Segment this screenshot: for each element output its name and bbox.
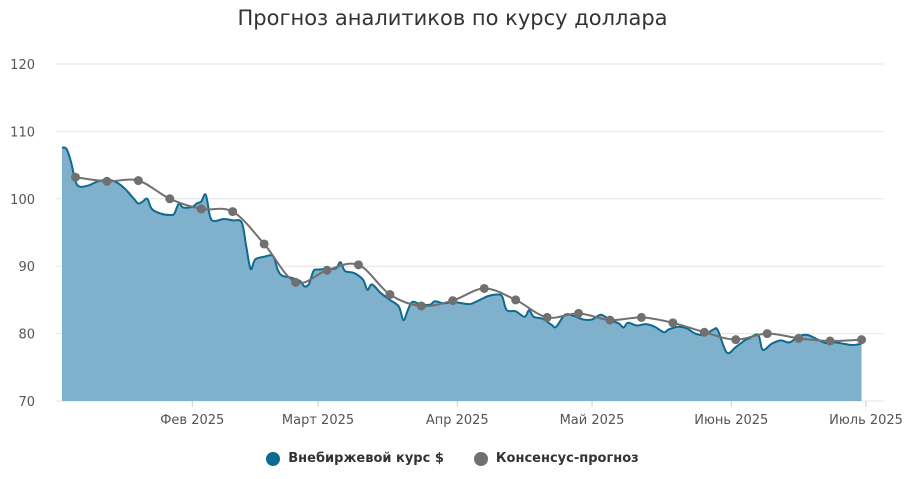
point-series-1[interactable] [511, 295, 521, 305]
y-tick-label: 120 [10, 58, 35, 73]
y-tick-label: 90 [18, 260, 35, 275]
point-series-1[interactable] [322, 265, 332, 275]
point-series-1[interactable] [699, 327, 709, 337]
point-series-1[interactable] [353, 260, 363, 270]
chart-title: Прогноз аналитиков по курсу доллара [237, 6, 668, 30]
y-tick-label: 80 [18, 328, 35, 343]
y-tick-label: 100 [10, 193, 35, 208]
y-axis-ticks: 70 80 90 100 110 120 [10, 58, 35, 410]
legend-marker-series-0 [266, 451, 281, 466]
series-area-group [61, 146, 862, 401]
legend-label-series-0: Внебиржевой курс $ [288, 451, 444, 466]
x-axis-ticks: Фев 2025 Март 2025 Апр 2025 Май 2025 Июнь 20… [160, 401, 903, 428]
point-series-1[interactable] [574, 308, 584, 318]
point-series-1[interactable] [70, 172, 80, 182]
x-tick-label: Июнь 2025 [694, 413, 768, 428]
x-tick-label: Май 2025 [560, 413, 625, 428]
x-tick-label: Фев 2025 [160, 413, 224, 428]
point-series-1[interactable] [102, 176, 112, 186]
point-series-1[interactable] [542, 312, 552, 322]
point-series-1[interactable] [731, 335, 741, 345]
point-series-1[interactable] [416, 301, 426, 311]
series-line-group [70, 172, 867, 346]
line-series-0 [61, 146, 862, 355]
point-series-1[interactable] [762, 329, 772, 339]
point-series-1[interactable] [291, 277, 301, 287]
point-series-1[interactable] [825, 336, 835, 346]
point-series-1[interactable] [385, 290, 395, 300]
x-tick-label: Март 2025 [282, 413, 354, 428]
area-fill-series-0 [62, 147, 862, 401]
point-series-1[interactable] [605, 315, 615, 325]
point-series-1[interactable] [196, 204, 206, 214]
point-series-1[interactable] [857, 335, 867, 345]
point-series-1[interactable] [165, 194, 175, 204]
legend: Внебиржевой курс $ Консенсус-прогноз [0, 451, 905, 466]
legend-marker-series-1 [473, 451, 488, 466]
y-tick-label: 110 [10, 125, 35, 140]
point-series-1[interactable] [448, 296, 458, 306]
y-tick-label: 70 [18, 395, 35, 410]
point-series-1[interactable] [259, 239, 269, 249]
x-tick-label: Апр 2025 [426, 413, 489, 428]
point-series-1[interactable] [636, 312, 646, 322]
point-series-1[interactable] [133, 176, 143, 186]
legend-item-series-1[interactable]: Консенсус-прогноз [473, 451, 639, 466]
legend-item-series-0[interactable]: Внебиржевой курс $ [266, 451, 444, 466]
point-series-1[interactable] [479, 283, 489, 293]
legend-label-series-1: Консенсус-прогноз [495, 451, 639, 466]
x-tick-label: Июль 2025 [829, 413, 903, 428]
point-series-1[interactable] [668, 318, 678, 328]
point-series-1[interactable] [794, 333, 804, 343]
point-series-1[interactable] [228, 207, 238, 217]
